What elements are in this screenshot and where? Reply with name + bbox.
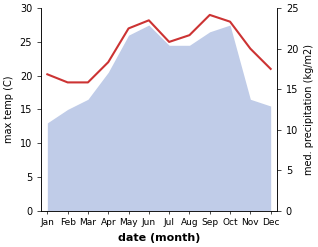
X-axis label: date (month): date (month) bbox=[118, 233, 200, 243]
Y-axis label: max temp (C): max temp (C) bbox=[4, 76, 14, 143]
Y-axis label: med. precipitation (kg/m2): med. precipitation (kg/m2) bbox=[304, 44, 314, 175]
